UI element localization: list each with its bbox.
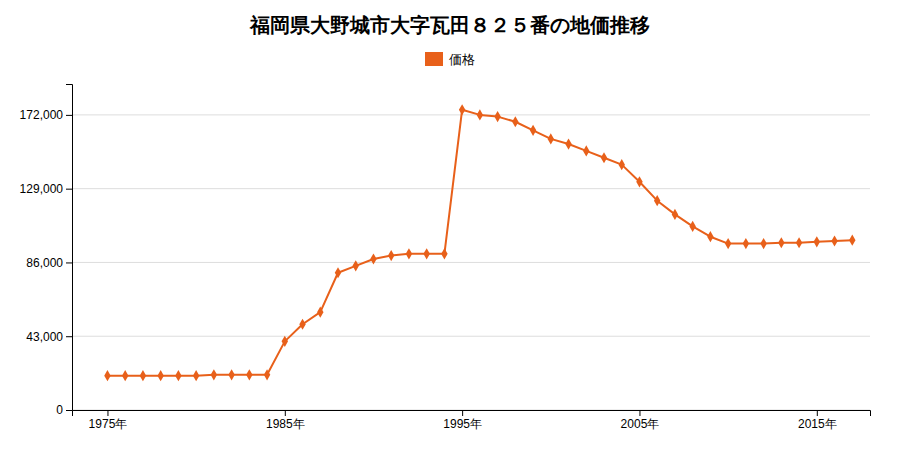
y-tick-label: 0 <box>56 403 63 417</box>
y-axis-line <box>66 85 73 411</box>
y-tick-label: 172,000 <box>20 108 64 122</box>
y-tick-mark <box>66 115 72 116</box>
x-tick: 1985年 <box>266 410 305 431</box>
legend-label: 価格 <box>449 52 475 67</box>
x-tick-label: 2015年 <box>798 417 837 431</box>
marker <box>849 235 855 246</box>
y-axis: 0 43,000 86,000 129,000 172,000 <box>20 85 73 418</box>
marker <box>175 370 181 381</box>
marker <box>672 209 678 220</box>
marker <box>388 250 394 261</box>
marker <box>299 319 305 330</box>
grid <box>72 115 870 410</box>
y-tick: 43,000 <box>26 330 72 344</box>
marker <box>423 248 429 259</box>
x-tick-label: 1995年 <box>443 417 482 431</box>
marker <box>601 152 607 163</box>
marker <box>282 336 288 347</box>
marker <box>494 111 500 122</box>
marker <box>583 145 589 156</box>
marker <box>459 104 465 115</box>
x-tick-label: 1975年 <box>89 417 128 431</box>
marker <box>211 369 217 380</box>
marker <box>760 238 766 249</box>
data-layer <box>104 104 855 381</box>
y-tick-mark <box>66 189 72 190</box>
y-tick: 0 <box>56 403 72 417</box>
marker <box>831 235 837 246</box>
x-tick-mark <box>817 410 818 416</box>
chart: 1975年 1985年 1995年 2005年 2015年 0 43,000 86,000 12… <box>0 0 900 450</box>
y-tick-label: 43,000 <box>26 330 63 344</box>
marker <box>193 370 199 381</box>
marker <box>654 195 660 206</box>
marker <box>796 237 802 248</box>
x-tick-mark <box>462 410 463 416</box>
y-tick: 86,000 <box>26 256 72 270</box>
grid-line <box>72 114 870 115</box>
marker <box>140 370 146 381</box>
marker <box>228 369 234 380</box>
y-tick-mark <box>66 410 72 411</box>
x-tick: 2005年 <box>621 410 660 431</box>
marker <box>565 138 571 149</box>
marker <box>335 267 341 278</box>
marker <box>370 253 376 264</box>
marker <box>814 236 820 247</box>
series-line <box>107 110 852 376</box>
x-tick: 1995年 <box>443 410 482 431</box>
marker <box>778 237 784 248</box>
x-tick: 1975年 <box>89 410 128 431</box>
legend-swatch <box>425 52 443 66</box>
marker <box>353 260 359 271</box>
marker <box>689 221 695 232</box>
y-tick-label: 86,000 <box>26 256 63 270</box>
grid-line <box>72 336 870 337</box>
marker <box>512 116 518 127</box>
marker <box>157 370 163 381</box>
y-tick-mark <box>66 262 72 263</box>
marker <box>743 238 749 249</box>
marker <box>317 307 323 318</box>
marker <box>619 159 625 170</box>
y-tick: 129,000 <box>20 182 72 196</box>
x-tick-mark <box>285 410 286 416</box>
legend-item: 価格 <box>425 52 475 67</box>
marker <box>477 109 483 120</box>
marker <box>122 370 128 381</box>
marker <box>548 133 554 144</box>
x-axis: 1975年 1985年 1995年 2005年 2015年 <box>73 410 871 431</box>
grid-line <box>72 188 870 189</box>
marker <box>246 369 252 380</box>
x-tick-label: 2005年 <box>621 417 660 431</box>
title: 福岡県大野城市大字瓦田８２５番の地価推移 <box>249 13 650 37</box>
legend: 価格 <box>425 52 475 67</box>
x-tick-mark <box>639 410 640 416</box>
plot-area: 1975年 1985年 1995年 2005年 2015年 0 43,000 86,000 12… <box>20 85 871 431</box>
x-axis-line <box>73 411 871 417</box>
marker <box>264 369 270 380</box>
y-tick-label: 129,000 <box>20 182 64 196</box>
grid-line <box>72 262 870 263</box>
marker <box>530 125 536 136</box>
marker <box>636 176 642 187</box>
x-tick: 2015年 <box>798 410 837 431</box>
x-tick-label: 1985年 <box>266 417 305 431</box>
y-tick-mark <box>66 336 72 337</box>
x-tick-mark <box>107 410 108 416</box>
marker <box>104 370 110 381</box>
y-tick: 172,000 <box>20 108 72 122</box>
marker <box>725 238 731 249</box>
marker <box>707 231 713 242</box>
marker <box>441 248 447 259</box>
marker <box>406 248 412 259</box>
